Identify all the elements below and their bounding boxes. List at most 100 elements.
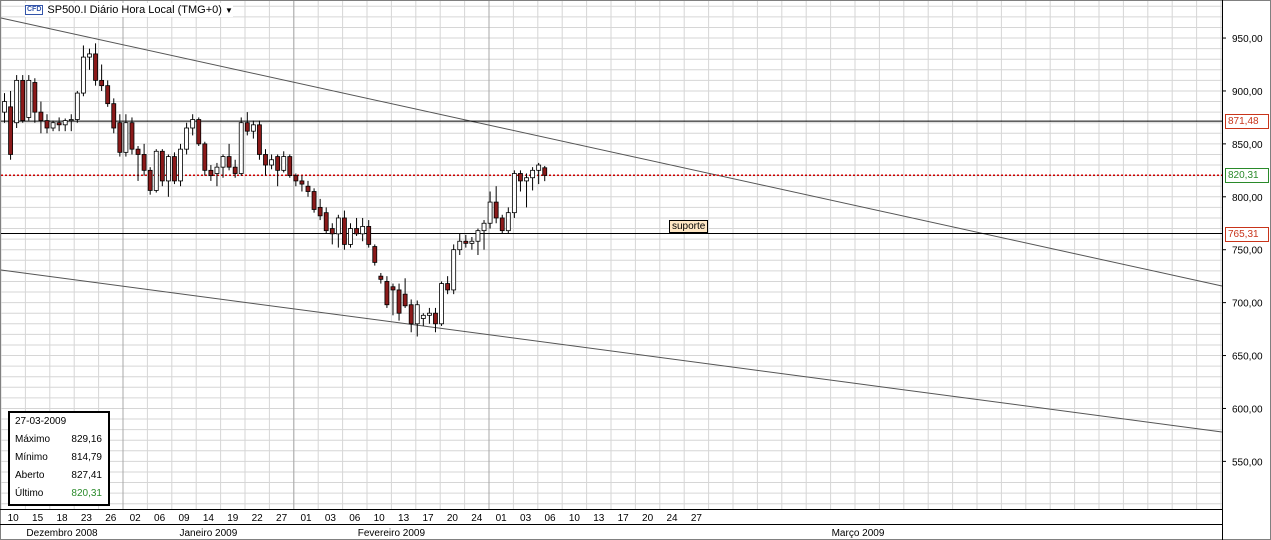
candle-body: [105, 85, 111, 105]
candle-body: [111, 103, 117, 129]
candle-body: [329, 228, 335, 235]
y-tick-label: 850,00: [1232, 140, 1263, 151]
info-row-open: Aberto 827,41: [15, 470, 102, 481]
price-tag: 871,48: [1225, 114, 1269, 130]
candle-body: [487, 201, 493, 224]
candle-body: [93, 53, 98, 81]
candle-body: [445, 283, 451, 291]
candle-body: [20, 79, 26, 121]
candle-body: [44, 120, 50, 129]
candle-body: [420, 314, 426, 319]
candle-body: [511, 173, 517, 214]
trendlines[interactable]: [0, 17, 1223, 433]
x-day-label: 09: [178, 513, 190, 524]
info-value: 827,41: [71, 470, 102, 481]
candle-body: [305, 185, 311, 192]
x-day-label: 01: [300, 513, 312, 524]
x-day-label: 06: [544, 513, 556, 524]
y-tick-label: 950,00: [1232, 34, 1263, 45]
candle-body: [342, 217, 347, 245]
horizontal-lines[interactable]: [1, 120, 1222, 235]
candle-body: [135, 148, 141, 155]
candle-body: [68, 119, 74, 121]
candle-body: [214, 166, 220, 174]
y-axis-labels: 550,00 600,00 650,00 700,00 750,00 800,00 850,…: [1222, 34, 1263, 468]
y-tick-label: 600,00: [1232, 404, 1263, 415]
candle-body: [335, 217, 341, 235]
candle-body: [469, 240, 475, 244]
candle-body: [8, 106, 13, 155]
candle-body: [257, 124, 262, 155]
y-tick-label: 800,00: [1232, 193, 1263, 204]
candle-body: [178, 148, 183, 182]
candle-body: [250, 124, 256, 132]
candle-body: [299, 180, 305, 185]
y-tick-label: 900,00: [1232, 87, 1263, 98]
chart-title[interactable]: CFD SP500.I Diário Hora Local (TMG+0) ▼: [25, 3, 233, 17]
candle-body: [238, 122, 244, 174]
candle-body: [505, 212, 511, 232]
candle-body: [499, 217, 505, 232]
x-day-label: 18: [56, 513, 68, 524]
x-day-label: 17: [618, 513, 630, 524]
x-day-label: 17: [422, 513, 434, 524]
x-day-label: 06: [349, 513, 361, 524]
candle-body: [281, 156, 287, 171]
candle-body: [62, 120, 68, 126]
candle-body: [542, 167, 548, 176]
info-row-last: Último 820,31: [15, 488, 102, 499]
candle-body: [524, 177, 529, 182]
info-label: Último: [15, 488, 44, 499]
ohlc-info-box: 27-03-2009 Máximo 829,16 Mínimo 814,79 A…: [8, 411, 110, 506]
candle-body: [481, 222, 487, 232]
candle-body: [2, 101, 7, 113]
candle-body: [81, 56, 86, 94]
info-value: 829,16: [71, 434, 102, 445]
candle-body: [530, 169, 535, 179]
candle-body: [293, 175, 299, 182]
candle-body: [208, 169, 214, 177]
candle-body: [153, 150, 159, 191]
candle-body: [457, 240, 463, 251]
annotation-label[interactable]: suporte: [669, 219, 709, 233]
candle-body: [87, 53, 92, 58]
candle-body: [275, 156, 281, 171]
candle-body: [232, 166, 238, 174]
x-day-label: 27: [276, 513, 288, 524]
candle-body: [536, 164, 542, 171]
trendline-upper: [0, 17, 1223, 287]
info-row-high: Máximo 829,16: [15, 434, 102, 445]
candle-body: [372, 246, 378, 263]
x-day-label: 20: [447, 513, 459, 524]
candle-body: [384, 281, 390, 306]
x-month-label: Março 2009: [832, 528, 885, 539]
x-day-label: 24: [471, 513, 483, 524]
triangle-down-icon[interactable]: ▼: [224, 5, 233, 15]
candle-body: [414, 304, 420, 325]
y-tick-label: 700,00: [1232, 299, 1263, 310]
x-day-label: 23: [81, 513, 93, 524]
info-label: Mínimo: [15, 452, 48, 463]
x-day-label: 19: [227, 513, 239, 524]
candle-body: [311, 191, 317, 210]
candle-body: [56, 122, 62, 126]
candle-body: [129, 122, 135, 150]
candle-body: [451, 249, 457, 291]
grid: [0, 1, 1222, 509]
candle-body: [348, 228, 353, 245]
candle-body: [378, 275, 384, 280]
candle-body: [202, 143, 208, 171]
candle-body: [220, 156, 226, 168]
candle-body: [244, 122, 250, 132]
candle-body: [439, 283, 444, 325]
candle-body: [50, 122, 56, 129]
info-value: 814,79: [71, 452, 102, 463]
x-day-label: 10: [569, 513, 581, 524]
candle-body: [147, 169, 153, 191]
x-day-label: 02: [130, 513, 142, 524]
x-day-label: 27: [691, 513, 703, 524]
chart-title-text: SP500.I Diário Hora Local (TMG+0): [47, 4, 222, 16]
x-axis-labels: 10 15 18 23 26 02 06 09 14 19 22 27 01 03 06 10 13 17 20 24…: [8, 513, 885, 539]
x-day-label: 10: [8, 513, 20, 524]
